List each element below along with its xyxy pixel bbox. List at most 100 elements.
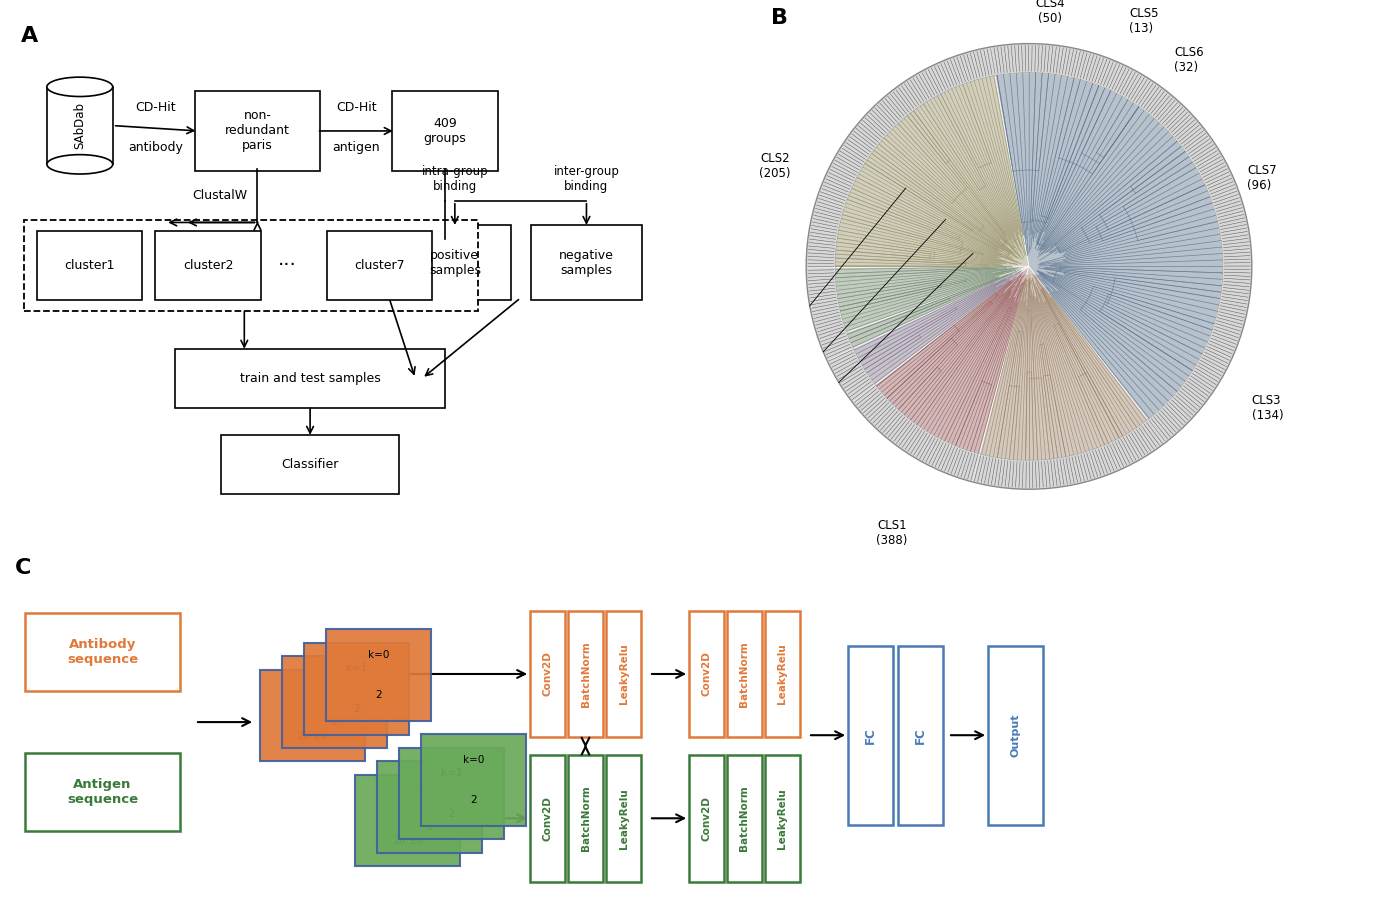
Text: 20*20: 20*20: [298, 731, 328, 741]
Text: 2: 2: [426, 823, 433, 832]
FancyBboxPatch shape: [356, 775, 461, 867]
FancyBboxPatch shape: [727, 611, 762, 737]
Wedge shape: [806, 266, 1029, 343]
Text: CLS3
(134): CLS3 (134): [1252, 395, 1284, 422]
FancyBboxPatch shape: [531, 225, 643, 300]
Text: non-
redundant
paris: non- redundant paris: [225, 109, 290, 152]
Text: Conv2D: Conv2D: [543, 651, 553, 696]
Wedge shape: [995, 73, 1222, 420]
Text: cluster2: cluster2: [183, 259, 234, 272]
Wedge shape: [980, 266, 1148, 460]
FancyBboxPatch shape: [326, 629, 431, 721]
FancyBboxPatch shape: [221, 435, 399, 494]
FancyBboxPatch shape: [155, 231, 260, 300]
Text: BatchNorm: BatchNorm: [739, 641, 749, 707]
Text: cluster7: cluster7: [354, 259, 405, 272]
Text: Classifier: Classifier: [281, 458, 339, 471]
Wedge shape: [827, 266, 1029, 403]
Text: CLS1
(388): CLS1 (388): [876, 518, 907, 547]
Text: k=0: k=0: [368, 650, 389, 660]
Text: k=2: k=2: [419, 782, 440, 792]
Text: CLS6
(32): CLS6 (32): [1175, 46, 1204, 74]
FancyBboxPatch shape: [392, 91, 497, 171]
Text: antigen: antigen: [332, 141, 379, 153]
Wedge shape: [875, 266, 1029, 454]
Text: CD-Hit: CD-Hit: [136, 100, 176, 114]
FancyBboxPatch shape: [24, 220, 477, 311]
FancyBboxPatch shape: [281, 656, 386, 748]
FancyBboxPatch shape: [764, 611, 799, 737]
FancyBboxPatch shape: [399, 225, 511, 300]
Text: CLS5
(13): CLS5 (13): [1130, 7, 1159, 35]
Text: BatchNorm: BatchNorm: [581, 641, 591, 707]
Text: ClustalW: ClustalW: [192, 189, 248, 202]
Text: k=3: k=3: [396, 796, 419, 806]
Text: train and test samples: train and test samples: [239, 372, 381, 385]
Text: LeakyRelu: LeakyRelu: [777, 788, 787, 849]
Text: k=0: k=0: [463, 755, 484, 765]
FancyBboxPatch shape: [531, 611, 566, 737]
Wedge shape: [836, 266, 1029, 333]
Wedge shape: [973, 266, 1166, 489]
Text: 2: 2: [353, 704, 360, 714]
Text: k=3: k=3: [302, 691, 323, 701]
Text: Antigen
sequence: Antigen sequence: [67, 778, 139, 806]
Text: BatchNorm: BatchNorm: [739, 786, 749, 851]
Wedge shape: [819, 266, 1029, 361]
FancyBboxPatch shape: [260, 669, 365, 762]
FancyBboxPatch shape: [897, 646, 944, 825]
FancyBboxPatch shape: [25, 613, 181, 692]
Text: 2: 2: [375, 691, 382, 701]
Text: intra-group
binding: intra-group binding: [421, 165, 489, 193]
Text: Conv2D: Conv2D: [543, 796, 553, 840]
FancyBboxPatch shape: [727, 755, 762, 882]
Text: BatchNorm: BatchNorm: [581, 786, 591, 851]
Text: LeakyRelu: LeakyRelu: [619, 788, 629, 849]
FancyBboxPatch shape: [304, 642, 409, 735]
FancyBboxPatch shape: [606, 611, 641, 737]
Wedge shape: [836, 75, 1029, 267]
Text: LeakyRelu: LeakyRelu: [619, 644, 629, 704]
FancyBboxPatch shape: [848, 646, 893, 825]
Text: positive
samples: positive samples: [428, 248, 480, 277]
Text: FC: FC: [914, 727, 927, 744]
Text: k=1: k=1: [441, 769, 462, 779]
FancyBboxPatch shape: [764, 755, 799, 882]
FancyBboxPatch shape: [568, 611, 603, 737]
Text: Antibody
sequence: Antibody sequence: [67, 638, 139, 666]
Text: B: B: [770, 8, 788, 28]
Text: A: A: [21, 26, 38, 46]
FancyBboxPatch shape: [195, 91, 321, 171]
Ellipse shape: [48, 77, 112, 97]
Text: Output: Output: [1011, 713, 1021, 757]
Text: k=1: k=1: [346, 664, 367, 674]
Text: ···: ···: [277, 256, 297, 275]
FancyBboxPatch shape: [399, 747, 504, 840]
FancyBboxPatch shape: [531, 755, 566, 882]
FancyBboxPatch shape: [988, 646, 1043, 825]
Text: 2: 2: [470, 796, 477, 806]
FancyBboxPatch shape: [175, 349, 445, 408]
Wedge shape: [806, 47, 1029, 268]
FancyBboxPatch shape: [689, 755, 724, 882]
Text: FC: FC: [864, 727, 876, 744]
FancyBboxPatch shape: [36, 231, 143, 300]
Text: 2: 2: [448, 809, 455, 819]
Wedge shape: [990, 44, 1252, 442]
Text: antibody: antibody: [127, 141, 183, 153]
Wedge shape: [854, 266, 1029, 385]
Text: SAbDab: SAbDab: [73, 102, 87, 149]
Text: CD-Hit: CD-Hit: [336, 100, 377, 114]
FancyBboxPatch shape: [25, 753, 181, 832]
FancyBboxPatch shape: [568, 755, 603, 882]
Text: CLS4
(50): CLS4 (50): [1035, 0, 1065, 25]
Text: Conv2D: Conv2D: [701, 651, 711, 696]
FancyBboxPatch shape: [689, 611, 724, 737]
Text: k=2: k=2: [323, 677, 346, 687]
Text: inter-group
binding: inter-group binding: [553, 165, 619, 193]
Text: 409
groups: 409 groups: [424, 117, 466, 145]
FancyBboxPatch shape: [606, 755, 641, 882]
Text: LeakyRelu: LeakyRelu: [777, 644, 787, 704]
Text: CLS2
(205): CLS2 (205): [759, 152, 790, 180]
Text: cluster1: cluster1: [64, 259, 115, 272]
